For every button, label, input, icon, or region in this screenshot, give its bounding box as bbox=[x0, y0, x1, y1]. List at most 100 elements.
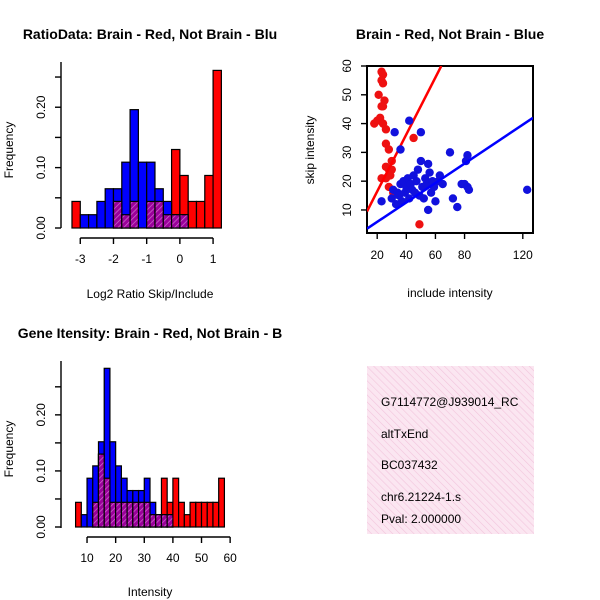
ratio-bar-brain bbox=[204, 174, 214, 229]
gene-y-tick-label: 0.00 bbox=[34, 515, 48, 539]
ratio-bar-not-brain bbox=[137, 161, 148, 229]
gene-bar-overlap bbox=[166, 514, 174, 528]
scatter-point-brain bbox=[386, 171, 395, 180]
ratio-bar-overlap bbox=[146, 200, 156, 229]
ratio-bar-not-brain bbox=[79, 214, 90, 229]
gene-bar-overlap bbox=[103, 477, 111, 528]
scatter-point-not-brain bbox=[445, 148, 455, 157]
scatter-point-not-brain bbox=[464, 185, 474, 195]
ratio-histogram-title: RatioData: Brain - Red, Not Brain - Blu bbox=[23, 26, 277, 42]
scatter-point-not-brain bbox=[453, 202, 462, 212]
info-panel-background bbox=[367, 366, 534, 534]
ratio-xlabel: Log2 Ratio Skip/Include bbox=[87, 287, 214, 301]
gene-bar-overlap bbox=[137, 501, 145, 528]
scatter-title: Brain - Red, Not Brain - Blue bbox=[356, 26, 544, 42]
scatter-point-brain bbox=[409, 133, 418, 143]
scatter-point-not-brain bbox=[425, 168, 434, 177]
ratio-bar-overlap bbox=[154, 200, 164, 229]
ratio-bar-overlap bbox=[170, 214, 181, 229]
scatter-point-not-brain bbox=[463, 151, 472, 160]
p-value: Pval: 2.000000 bbox=[381, 512, 461, 526]
scatter-y-tick-label: 50 bbox=[340, 88, 354, 102]
ratio-axes: 0.00 0.10 0.20 -3 -2 -1 0 1 bbox=[34, 62, 217, 266]
ratio-bar-overlap bbox=[179, 214, 189, 229]
gene-bar-overlap bbox=[155, 514, 163, 528]
gene-bar-brain bbox=[189, 501, 197, 528]
scatter-point-not-brain bbox=[438, 179, 447, 189]
ratio-x-tick-label: -3 bbox=[75, 252, 86, 266]
gene-bar-overlap bbox=[149, 514, 157, 528]
gene-y-tick-label: 0.20 bbox=[34, 403, 48, 427]
scatter-ylabel: skip intensity bbox=[303, 116, 317, 185]
ratio-x-tick-label: -2 bbox=[108, 252, 119, 266]
scatter-point-not-brain bbox=[387, 194, 396, 203]
gene-bar-overlap bbox=[126, 501, 134, 528]
gene-axes: 0.00 0.10 0.20 10 20 30 40 50 60 bbox=[34, 361, 237, 565]
gene-bar-overlap bbox=[109, 501, 117, 528]
ratio-bar-brain bbox=[212, 69, 222, 229]
gene-x-tick-label: 60 bbox=[223, 551, 237, 565]
info-text-clip bbox=[534, 366, 600, 534]
gene-bar-not-brain bbox=[80, 514, 88, 528]
scatter-point-not-brain bbox=[416, 156, 426, 166]
gene-histogram-title: Gene Itensity: Brain - Red, Not Brain - … bbox=[18, 325, 282, 341]
gene-bar-overlap bbox=[132, 501, 140, 528]
scatter-point-brain bbox=[374, 90, 383, 99]
scatter-y-tick-label: 40 bbox=[340, 117, 354, 131]
scatter-fit-line-brain bbox=[367, 66, 443, 212]
scatter-xlabel: include intensity bbox=[407, 286, 492, 300]
ratio-bar-brain bbox=[71, 200, 81, 229]
scatter-point-not-brain bbox=[423, 159, 433, 169]
gene-bar-brain bbox=[178, 501, 185, 528]
scatter-y-tick-label: 10 bbox=[340, 203, 354, 217]
gene-bar-overlap bbox=[115, 501, 122, 528]
ratio-bar-not-brain bbox=[104, 188, 115, 229]
ratio-bar-overlap bbox=[129, 200, 139, 229]
scatter-point-not-brain bbox=[419, 194, 428, 203]
scatter-point-not-brain bbox=[412, 176, 421, 186]
ratio-bar-not-brain bbox=[87, 214, 98, 229]
gene-xlabel: Intensity bbox=[128, 585, 173, 599]
gene-bar-brain bbox=[183, 514, 191, 528]
scatter-point-brain bbox=[415, 220, 424, 229]
ratio-bar-not-brain bbox=[96, 200, 106, 229]
scatter-axes: 10 20 30 40 50 60 20 40 60 80 120 bbox=[340, 59, 534, 262]
ratio-bar-brain bbox=[187, 200, 198, 229]
gene-bars bbox=[74, 367, 226, 528]
scatter-x-tick-label: 60 bbox=[429, 248, 443, 262]
scatter-x-tick-label: 40 bbox=[400, 248, 414, 262]
gene-bar-not-brain bbox=[86, 477, 94, 528]
ratio-bar-overlap bbox=[112, 200, 123, 229]
probe-id: G7114772@J939014_RC bbox=[381, 395, 519, 409]
scatter-point-not-brain bbox=[448, 194, 458, 203]
event-type: altTxEnd bbox=[381, 427, 428, 441]
accession: BC037432 bbox=[381, 458, 438, 472]
gene-bar-brain bbox=[200, 501, 208, 528]
ratio-y-tick-label: 0.00 bbox=[34, 216, 48, 240]
ratio-y-tick-label: 0.20 bbox=[34, 95, 48, 119]
gene-intensity-histogram: Gene Itensity: Brain - Red, Not Brain - … bbox=[2, 325, 282, 599]
scatter-x-tick-label: 20 bbox=[371, 248, 385, 262]
scatter-point-brain bbox=[384, 145, 394, 154]
scatter-marks bbox=[367, 66, 533, 230]
scatter-y-tick-label: 60 bbox=[340, 59, 354, 73]
gene-bar-brain bbox=[74, 501, 82, 528]
scatter-point-not-brain bbox=[416, 128, 426, 137]
ratio-bars bbox=[71, 69, 222, 229]
scatter-point-brain bbox=[378, 79, 388, 88]
info-panel: G7114772@J939014_RC altTxEnd BC037432 ch… bbox=[367, 366, 534, 534]
ratio-ylabel: Frequency bbox=[2, 122, 16, 179]
locus: chr6.21224-1.s bbox=[381, 490, 461, 504]
gene-x-tick-label: 40 bbox=[166, 551, 180, 565]
gene-bar-overlap bbox=[92, 501, 100, 528]
ratio-x-tick-label: 0 bbox=[177, 252, 184, 266]
gene-bar-brain bbox=[206, 501, 214, 528]
scatter-fit-line-not-brain bbox=[367, 116, 533, 230]
ratio-histogram: RatioData: Brain - Red, Not Brain - Blu … bbox=[2, 26, 277, 301]
gene-bar-brain bbox=[218, 477, 226, 528]
gene-bar-overlap bbox=[120, 501, 128, 528]
gene-ylabel: Frequency bbox=[2, 421, 16, 478]
gene-x-tick-label: 50 bbox=[195, 551, 209, 565]
gene-bar-brain bbox=[212, 501, 220, 528]
